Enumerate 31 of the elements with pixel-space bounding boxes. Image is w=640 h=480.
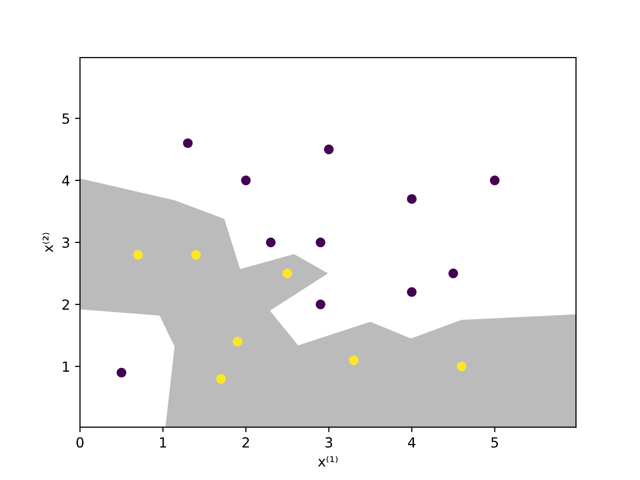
point [316, 238, 326, 248]
x-axis-title: x⁽¹⁾ [318, 456, 338, 466]
y-tick-label: 5 [62, 114, 70, 124]
x-tick-label: 4 [408, 437, 416, 448]
x-tick-label: 2 [242, 437, 249, 448]
point [191, 250, 201, 260]
point [490, 176, 500, 186]
y-tick-label: 1 [62, 362, 69, 372]
point [182, 138, 193, 148]
point [316, 300, 326, 310]
point [324, 144, 334, 154]
point [406, 287, 417, 297]
x-tick-label: 1 [160, 437, 166, 448]
point [266, 238, 276, 248]
y-tick-label: 2 [62, 299, 69, 310]
point [232, 336, 242, 346]
point [456, 362, 466, 372]
point [133, 250, 143, 260]
x-tick-label: 5 [491, 437, 498, 448]
point [448, 268, 458, 278]
y-axis-title: x⁽²⁾ [42, 232, 53, 252]
point [282, 268, 292, 278]
point [216, 374, 226, 384]
point [406, 194, 417, 204]
point [348, 355, 359, 366]
y-tick-label: 4 [62, 176, 70, 186]
x-tick-label: 3 [325, 437, 332, 448]
point [116, 368, 126, 378]
x-tick-label: 0 [76, 437, 84, 448]
point [241, 176, 251, 186]
y-tick-label: 3 [62, 237, 70, 248]
